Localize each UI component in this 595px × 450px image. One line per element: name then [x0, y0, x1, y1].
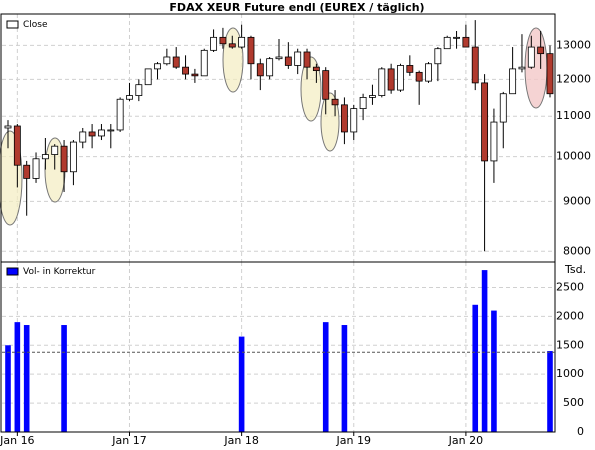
y-tick-label: 11000 — [556, 109, 591, 122]
candle-body — [154, 63, 161, 70]
candle-body — [322, 70, 330, 100]
candle-body — [387, 68, 395, 91]
candle-body — [219, 36, 227, 45]
candle-body — [41, 154, 49, 160]
chart-title: FDAX XEUR Future endl (EUREX / täglich) — [169, 1, 424, 14]
candle-body — [238, 36, 246, 48]
candle-body — [247, 36, 255, 65]
candle-body — [303, 51, 311, 68]
marks — [4, 20, 554, 432]
candle-body — [79, 131, 87, 143]
candle-body — [397, 65, 404, 91]
legend-swatch — [6, 267, 19, 276]
candle-body — [546, 53, 554, 95]
volume-bar — [5, 345, 11, 432]
candle-body — [518, 66, 526, 70]
candle-body — [144, 68, 152, 86]
y2-tick-label: 1500 — [556, 338, 584, 351]
candle-body — [443, 36, 451, 50]
candle-body — [182, 66, 189, 75]
candle-body — [275, 56, 283, 60]
candle-body — [163, 56, 171, 65]
candle-body — [88, 131, 96, 137]
y-tick-label: 13000 — [556, 38, 591, 51]
candle-body — [32, 158, 40, 179]
legend-label: Vol- in Korrektur — [23, 267, 96, 277]
y2-tick-label: 0 — [577, 425, 584, 438]
candle-body — [98, 129, 105, 137]
candle-body — [415, 71, 423, 82]
candle-body — [406, 65, 414, 73]
candle-body — [462, 36, 470, 48]
candle-body — [453, 36, 460, 39]
candle-body — [200, 49, 208, 77]
x-tick-label: Jan 20 — [448, 434, 483, 447]
candle-body — [69, 141, 77, 173]
volume-bar — [61, 325, 67, 432]
candle-body — [509, 68, 517, 95]
volume-bar — [322, 322, 329, 432]
candle-body — [126, 95, 133, 100]
candle-body — [23, 164, 31, 179]
candle-body — [228, 43, 236, 48]
volume-bar — [472, 304, 479, 432]
candle-body — [490, 121, 498, 162]
x-tick-label: Jan 17 — [111, 434, 146, 447]
candle-body — [481, 82, 489, 162]
candle-body — [369, 95, 376, 98]
y2-tick-label: 1000 — [556, 367, 584, 380]
candle-body — [284, 56, 292, 66]
candle-body — [116, 98, 124, 131]
y-tick-label: 12000 — [556, 72, 591, 85]
candle-body — [60, 145, 68, 173]
volume-bar — [491, 310, 497, 432]
candle-body — [425, 63, 432, 82]
volume-bar — [547, 351, 553, 432]
y2-tick-label: 2500 — [556, 280, 584, 293]
candle-body — [172, 56, 180, 68]
candle-body — [51, 145, 59, 155]
x-tick-label: Jan 19 — [336, 434, 371, 447]
candle-body — [256, 63, 264, 77]
y2-tick-label: 2000 — [556, 309, 584, 322]
candle-body — [527, 46, 535, 68]
candle-body — [266, 58, 274, 77]
candle-body — [331, 98, 339, 106]
candle-body — [191, 73, 199, 77]
candle-body — [340, 104, 348, 133]
candle-body — [107, 129, 115, 132]
candle-body — [294, 51, 302, 66]
y-tick-label: 10000 — [556, 150, 591, 163]
candle-body — [13, 125, 21, 166]
x-tick-label: Jan 16 — [0, 434, 35, 447]
candle-body — [4, 125, 12, 129]
candle-body — [350, 108, 358, 133]
candle-body — [378, 68, 386, 96]
candle-body — [359, 97, 367, 110]
volume-bar — [341, 325, 348, 432]
y2-axis-label: Tsd. — [564, 263, 586, 276]
candle-body — [210, 36, 218, 51]
volume-bar — [481, 270, 488, 432]
legend-swatch — [6, 20, 19, 29]
x-tick-label: Jan 18 — [223, 434, 258, 447]
y-tick-label: 9000 — [563, 194, 591, 207]
highlight — [222, 27, 244, 93]
candle-body — [471, 46, 479, 84]
candle-body — [434, 48, 442, 65]
candle-body — [135, 84, 143, 96]
volume-bar — [238, 336, 245, 432]
y-tick-label: 8000 — [563, 244, 591, 257]
candle-body — [499, 93, 507, 123]
candle-body — [537, 46, 545, 55]
legend-label: Close — [23, 20, 48, 30]
volume-bar — [23, 325, 30, 432]
volume-panel-frame — [0, 261, 556, 433]
y2-tick-label: 500 — [563, 396, 584, 409]
volume-bar — [14, 322, 21, 432]
highlight — [524, 27, 548, 109]
candle-body — [312, 66, 320, 72]
